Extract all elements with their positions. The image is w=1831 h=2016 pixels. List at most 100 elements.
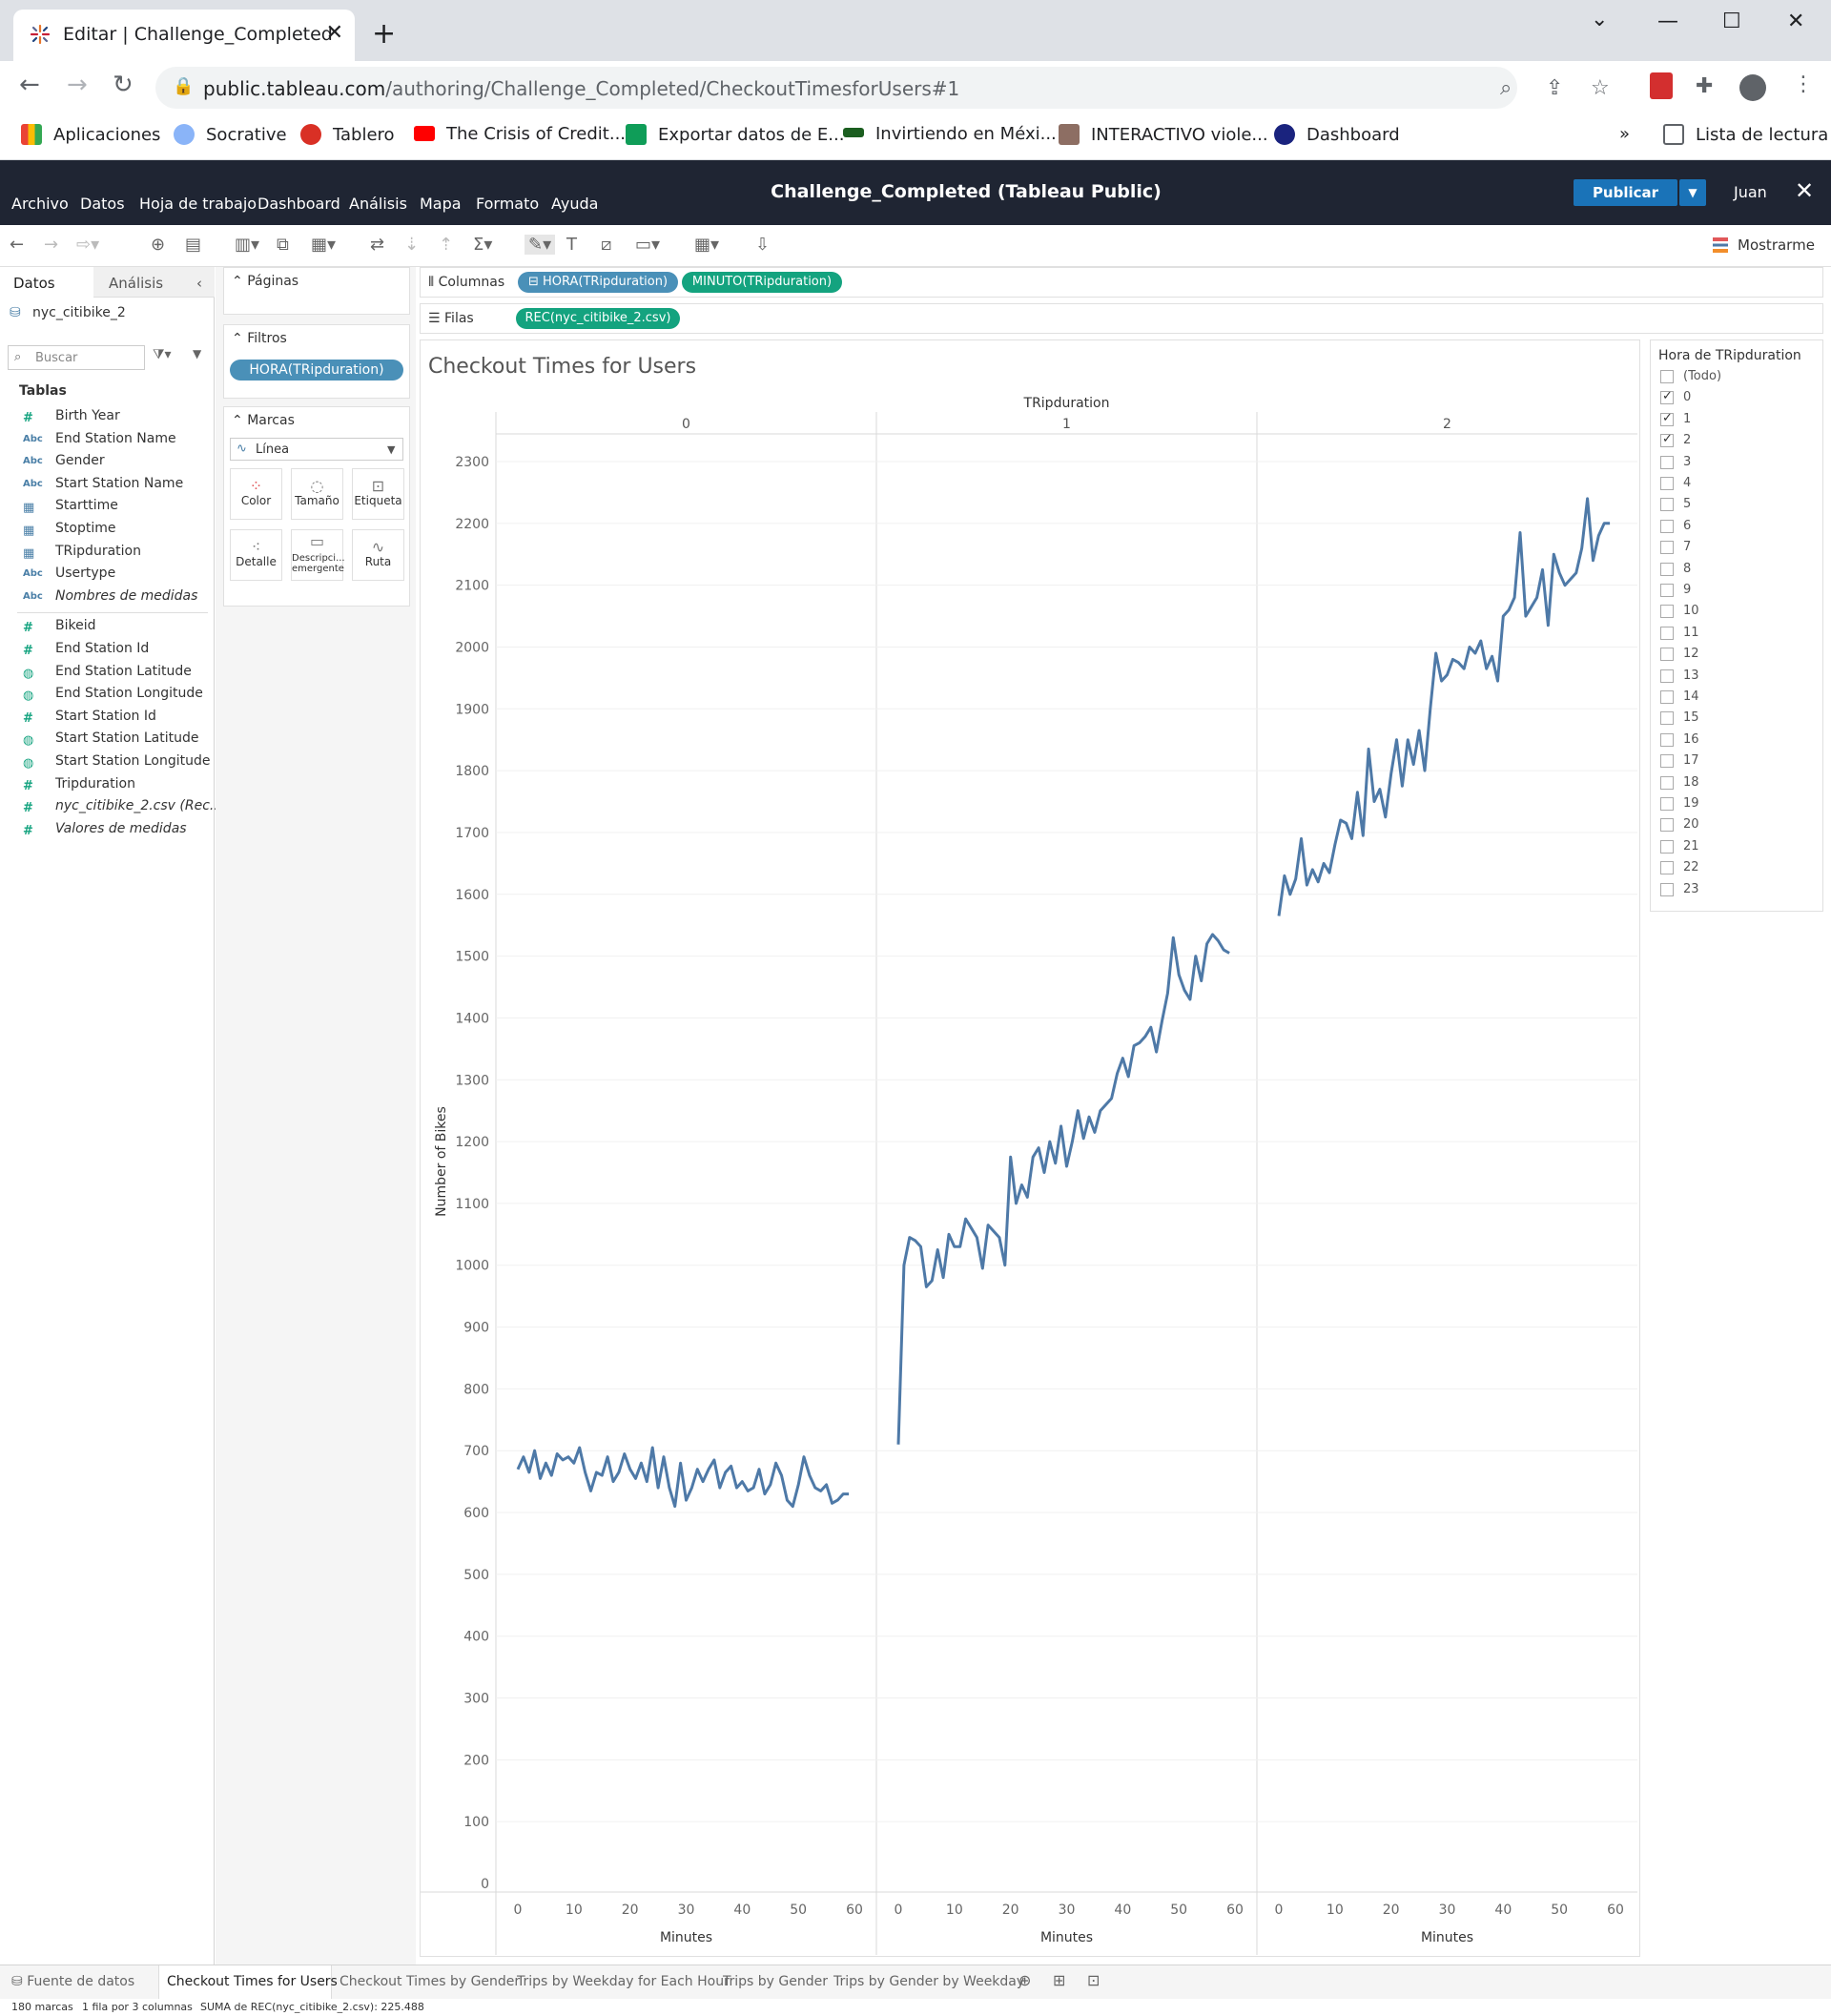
- field-search-input[interactable]: ⌕ Buscar: [8, 345, 145, 370]
- filter-checkbox[interactable]: [1660, 562, 1674, 576]
- address-bar[interactable]: 🔒 public.tableau.com/authoring/Challenge…: [155, 67, 1610, 109]
- extensions-icon[interactable]: ✚: [1696, 74, 1714, 98]
- filter-checkbox-label[interactable]: (Todo): [1683, 369, 1722, 383]
- new-worksheet-icon[interactable]: ▥▾: [235, 235, 260, 255]
- filter-checkbox-label[interactable]: 8: [1683, 561, 1692, 576]
- filter-checkbox-label[interactable]: 18: [1683, 774, 1699, 790]
- forward-icon[interactable]: →: [67, 71, 88, 99]
- field-item[interactable]: Nombres de medidas: [55, 587, 198, 604]
- filter-checkbox-label[interactable]: 21: [1683, 838, 1699, 854]
- filter-checkbox-label[interactable]: 7: [1683, 540, 1692, 555]
- sort-asc-icon[interactable]: ⇣: [404, 235, 420, 255]
- filter-checkbox[interactable]: [1660, 669, 1674, 683]
- field-item[interactable]: TRipduration: [55, 543, 141, 559]
- lock-icon[interactable]: 🔒: [173, 76, 195, 96]
- share-icon[interactable]: ⇪: [1546, 76, 1564, 100]
- filter-checkbox[interactable]: [1660, 711, 1674, 726]
- filter-pill[interactable]: HORA(TRipduration): [230, 360, 403, 381]
- field-item[interactable]: Birth Year: [55, 408, 120, 423]
- filter-checkbox-label[interactable]: 12: [1683, 647, 1699, 662]
- tab-analisis[interactable]: Análisis ‹: [93, 267, 215, 298]
- presentation-icon[interactable]: ▦▾: [694, 235, 720, 255]
- filter-checkbox[interactable]: [1660, 541, 1674, 555]
- publish-button[interactable]: Publicar: [1574, 179, 1677, 206]
- menu-analisis[interactable]: Análisis: [349, 195, 407, 213]
- undo-icon[interactable]: ←: [10, 235, 25, 255]
- bookmark-apps[interactable]: Aplicaciones: [21, 124, 160, 145]
- user-name[interactable]: Juan: [1734, 183, 1767, 201]
- path-button[interactable]: ∿ Ruta: [352, 529, 404, 581]
- bookmark-socrative[interactable]: Socrative: [174, 124, 287, 145]
- tab-checkout-times-for-users[interactable]: Checkout Times for Users: [158, 1965, 338, 2000]
- filter-checkbox-label[interactable]: 15: [1683, 710, 1699, 726]
- filter-checkbox-label[interactable]: 23: [1683, 881, 1699, 896]
- redo-icon[interactable]: →: [44, 235, 59, 255]
- filter-checkbox[interactable]: [1660, 389, 1674, 405]
- labels-icon[interactable]: T: [566, 235, 577, 255]
- browser-tab[interactable]: Editar | Challenge_Completed ✕: [13, 10, 355, 61]
- highlight-icon[interactable]: ✎▾: [525, 235, 556, 255]
- zoom-icon[interactable]: ⌕: [1500, 76, 1512, 100]
- new-dashboard-icon[interactable]: ⊞: [1053, 1971, 1066, 1989]
- filter-checkbox[interactable]: [1660, 839, 1674, 854]
- filter-checkbox[interactable]: [1660, 754, 1674, 769]
- new-datasource-icon[interactable]: ⊕: [151, 235, 166, 255]
- bookmark-star-icon[interactable]: ☆: [1591, 76, 1610, 100]
- show-me-icon[interactable]: [1713, 237, 1728, 253]
- filter-checkbox-label[interactable]: 3: [1683, 454, 1692, 469]
- new-story-icon[interactable]: ⊡: [1087, 1971, 1101, 1989]
- bookmark-crisis[interactable]: The Crisis of Credit...: [414, 124, 626, 144]
- close-workbook-icon[interactable]: ✕: [1795, 177, 1815, 204]
- duplicate-sheet-icon[interactable]: ⧉: [277, 235, 289, 255]
- menu-kebab-icon[interactable]: ⋮: [1793, 72, 1814, 96]
- tab-datos[interactable]: Datos: [0, 267, 93, 298]
- filter-checkbox-label[interactable]: 4: [1683, 476, 1692, 490]
- pdf-extension-icon[interactable]: [1650, 72, 1673, 99]
- data-source-tab[interactable]: ⛁ Fuente de datos: [11, 1974, 135, 1989]
- filter-checkbox[interactable]: [1660, 584, 1674, 597]
- menu-archivo[interactable]: Archivo: [11, 195, 69, 213]
- menu-dashboard[interactable]: Dashboard: [257, 195, 340, 213]
- bookmark-interactivo[interactable]: INTERACTIVO viole...: [1059, 124, 1268, 145]
- close-window-icon[interactable]: ✕: [1787, 10, 1805, 33]
- publish-dropdown-icon[interactable]: ▼: [1679, 179, 1706, 206]
- mark-type-select[interactable]: ∿ Línea ▼: [230, 438, 403, 461]
- column-pill-hour[interactable]: ⊟ HORA(TRipduration): [518, 272, 678, 293]
- field-item[interactable]: Tripduration: [55, 775, 135, 792]
- field-item[interactable]: Bikeid: [55, 618, 96, 634]
- pause-updates-icon[interactable]: ▤: [185, 235, 202, 255]
- field-item[interactable]: Start Station Name: [55, 475, 184, 491]
- swap-icon[interactable]: ⇄: [370, 235, 385, 255]
- bookmark-tablero[interactable]: Tablero: [300, 124, 395, 145]
- fit-icon[interactable]: ▭▾: [635, 235, 661, 255]
- bookmark-dashboard[interactable]: Dashboard: [1274, 124, 1400, 145]
- field-item[interactable]: Start Station Latitude: [55, 730, 199, 747]
- filter-checkbox[interactable]: [1660, 818, 1674, 833]
- filter-checkbox[interactable]: [1660, 626, 1674, 640]
- filter-checkbox-label[interactable]: 20: [1683, 817, 1699, 833]
- filter-checkbox-label[interactable]: 1: [1683, 411, 1692, 426]
- filter-fields-icon[interactable]: ⧩▾: [153, 347, 172, 362]
- show-me-button[interactable]: Mostrarme: [1738, 237, 1815, 254]
- column-pill-minute[interactable]: MINUTO(TRipduration): [682, 272, 842, 293]
- filter-checkbox-label[interactable]: 6: [1683, 518, 1692, 533]
- menu-datos[interactable]: Datos: [80, 195, 125, 213]
- filter-checkbox[interactable]: [1660, 370, 1674, 383]
- tab-checkout-times-by-gender[interactable]: Checkout Times by Gender: [339, 1974, 521, 1989]
- new-tab-icon[interactable]: +: [372, 17, 397, 51]
- pages-card[interactable]: ⌃ Páginas: [223, 267, 410, 315]
- filter-checkbox[interactable]: [1660, 690, 1674, 704]
- menu-ayuda[interactable]: Ayuda: [551, 195, 599, 213]
- new-worksheet-icon[interactable]: ⊕: [1018, 1971, 1032, 1989]
- filter-checkbox[interactable]: [1660, 477, 1674, 490]
- tab-search-icon[interactable]: ⌄: [1591, 8, 1609, 31]
- close-tab-icon[interactable]: ✕: [325, 21, 343, 45]
- filter-checkbox[interactable]: [1660, 882, 1674, 896]
- bookmark-invirtiendo[interactable]: Invirtiendo en Méxi...: [843, 124, 1057, 144]
- size-button[interactable]: ◌ Tamaño: [291, 468, 343, 520]
- filter-checkbox[interactable]: [1660, 797, 1674, 811]
- field-item[interactable]: Start Station Longitude: [55, 753, 211, 769]
- filter-checkbox[interactable]: [1660, 648, 1674, 662]
- maximize-icon[interactable]: ☐: [1722, 10, 1741, 33]
